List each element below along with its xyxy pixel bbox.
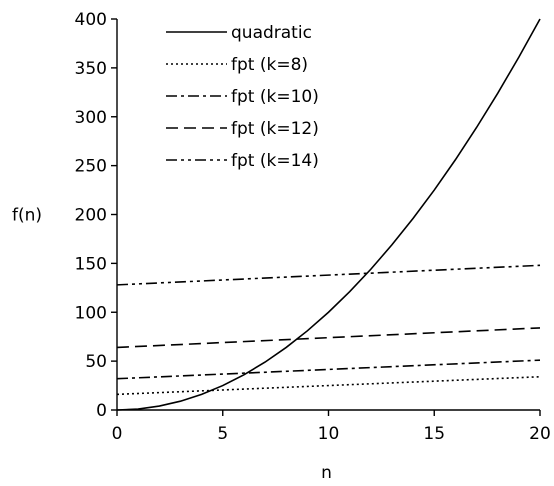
x-tick-label: 15 (423, 424, 445, 444)
legend-label-2: fpt (k=8) (231, 55, 308, 75)
legend-label-1: quadratic (231, 23, 312, 43)
y-tick-label: 200 (75, 206, 107, 226)
y-tick-label: 100 (75, 303, 107, 323)
legend-label-5: fpt (k=14) (231, 151, 319, 171)
series-line-3 (116, 359, 541, 380)
x-axis-label: n (321, 463, 332, 483)
legend: quadratic fpt (k=8) fpt (k=10) fpt (k=12) fp… (166, 23, 319, 171)
y-tick-label: 150 (75, 254, 107, 274)
y-axis-label: f(n) (12, 206, 42, 226)
y-tick-label: 0 (96, 401, 107, 421)
legend-label-3: fpt (k=10) (231, 87, 319, 107)
axes (116, 19, 540, 411)
y-tick-label: 350 (75, 59, 107, 79)
y-tick-label: 250 (75, 157, 107, 177)
axis-ticks: 0 50 100 150 200 250 300 350 400 0 5 10 15 20 (75, 10, 551, 444)
series-line-4 (116, 327, 541, 349)
series-layer (116, 18, 541, 411)
y-tick-label: 400 (75, 10, 107, 30)
x-tick-label: 0 (112, 424, 123, 444)
x-tick-label: 10 (318, 424, 340, 444)
x-tick-label: 20 (529, 424, 551, 444)
series-line-5 (116, 264, 541, 286)
y-tick-label: 300 (75, 108, 107, 128)
y-tick-label: 50 (85, 352, 107, 372)
x-tick-label: 5 (217, 424, 228, 444)
legend-label-4: fpt (k=12) (231, 119, 319, 139)
series-line-2 (116, 375, 541, 396)
series-line-1 (116, 18, 541, 411)
